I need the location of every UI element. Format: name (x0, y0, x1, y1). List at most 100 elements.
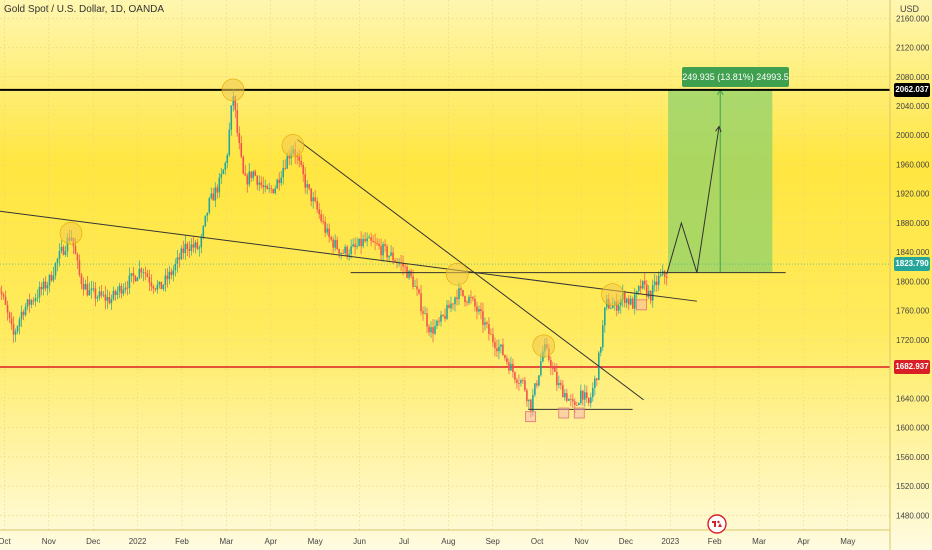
candle-body (456, 297, 458, 300)
candle-body (200, 236, 203, 248)
candle-body (534, 383, 536, 395)
candle-body (382, 244, 384, 256)
candle-body (298, 156, 300, 161)
candle-body (380, 245, 382, 256)
candle-body (146, 273, 149, 277)
candle-body (526, 390, 528, 402)
candle-body (627, 298, 630, 305)
candle-body (590, 397, 592, 404)
candle-body (424, 313, 426, 315)
candle-body (458, 288, 460, 300)
y-tick-label: 1960.000 (896, 160, 930, 169)
candle-body (631, 298, 634, 309)
candle-body (615, 301, 618, 311)
candle-body (256, 175, 259, 185)
candle-body (210, 193, 213, 199)
candle-body (22, 311, 25, 316)
candle-body (182, 248, 185, 253)
candle-body (639, 286, 642, 289)
candle-body (172, 270, 175, 275)
candle-body (112, 290, 115, 300)
candle-body (540, 361, 542, 376)
candle-body (617, 305, 620, 311)
candle-body (196, 242, 199, 249)
candle-body (450, 303, 452, 309)
candle-body (108, 297, 111, 304)
y-tick-label: 1920.000 (896, 190, 930, 199)
candle-body (410, 270, 412, 277)
candle-body (416, 286, 418, 290)
candle-body (578, 403, 580, 406)
candle-body (320, 214, 322, 222)
candle-body (635, 291, 638, 295)
candle-body (342, 253, 344, 254)
candle-body (474, 298, 476, 307)
candle-body (394, 260, 396, 262)
candle-body (264, 185, 267, 188)
candle-body (190, 244, 193, 251)
candle-body (276, 179, 279, 189)
candle-body (230, 105, 233, 130)
candle-body (649, 290, 652, 301)
candle-body (336, 239, 338, 250)
candle-body (522, 380, 524, 381)
candle-body (651, 285, 654, 301)
candle-body (240, 143, 243, 157)
candle-body (386, 246, 388, 258)
candle-body (32, 300, 35, 302)
candle-body (360, 238, 362, 247)
x-tick-label: Jul (399, 537, 409, 546)
candle-body (254, 171, 257, 176)
candle-body (216, 187, 219, 193)
candle-body (500, 344, 502, 347)
x-tick-label: Oct (0, 537, 11, 546)
candle-body (168, 271, 171, 280)
y-tick-label: 1840.000 (896, 248, 930, 257)
candle-body (510, 363, 512, 371)
candle-body (464, 296, 466, 303)
candle-body (512, 363, 514, 373)
candle-body (625, 298, 628, 304)
candle-body (114, 290, 117, 295)
candle-body (348, 254, 350, 256)
candle-body (204, 215, 207, 227)
low-marker (558, 407, 570, 419)
candle-body (186, 243, 189, 249)
y-tick-label: 1640.000 (896, 394, 930, 403)
candle-body (364, 239, 366, 242)
x-tick-label: Feb (175, 537, 189, 546)
candle-body (174, 264, 177, 271)
candle-body (328, 228, 330, 237)
highlight-circle (601, 283, 624, 306)
candle-body (566, 393, 568, 401)
candle-body (643, 280, 646, 285)
candle-body (272, 189, 275, 194)
candle-body (82, 283, 85, 290)
candle-body (550, 359, 552, 368)
candle-body (14, 331, 17, 335)
candle-body (188, 248, 191, 251)
candle-body (647, 290, 650, 297)
candle-body (494, 342, 496, 349)
candle-body (252, 171, 255, 178)
candle-body (148, 276, 151, 283)
candle-body (366, 238, 368, 242)
candle-body (56, 258, 59, 264)
candle-body (288, 156, 290, 159)
candle-body (170, 271, 173, 275)
candle-body (128, 275, 131, 289)
candle-body (18, 319, 21, 327)
candle-body (508, 362, 510, 371)
candle-body (46, 285, 49, 289)
candle-body (50, 274, 53, 281)
x-tick-label: Feb (708, 537, 722, 546)
low-marker (573, 407, 585, 419)
candle-body (98, 291, 101, 298)
candle-body (96, 297, 99, 299)
highlight-circle (221, 78, 245, 102)
candle-body (140, 268, 143, 273)
candle-body (442, 314, 444, 316)
